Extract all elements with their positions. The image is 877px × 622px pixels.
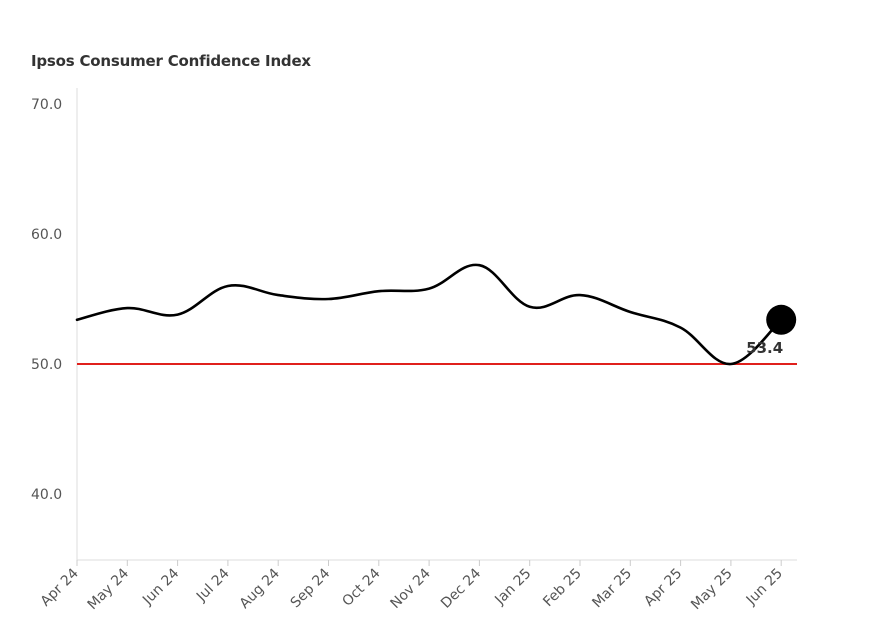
x-tick-label: May 25 xyxy=(688,566,736,614)
end-point-marker xyxy=(766,304,797,335)
x-tick-label: Jun 24 xyxy=(139,565,182,608)
data-point xyxy=(176,313,180,317)
x-tick-label: Apr 24 xyxy=(38,565,82,609)
data-point xyxy=(75,318,79,322)
data-point xyxy=(276,293,280,297)
x-tick-label: Jul 24 xyxy=(193,565,233,605)
data-point xyxy=(427,287,431,291)
x-tick-label: Mar 25 xyxy=(589,566,635,612)
x-tick-label: Sep 24 xyxy=(288,565,334,611)
data-point xyxy=(679,326,683,330)
data-point xyxy=(729,362,733,366)
x-tick-label: Jan 25 xyxy=(491,566,534,609)
data-point xyxy=(477,263,481,267)
data-point xyxy=(377,289,381,293)
data-point xyxy=(628,310,632,314)
data-point xyxy=(528,305,532,309)
y-tick-label: 50.0 xyxy=(31,357,62,373)
y-tick-label: 40.0 xyxy=(31,487,62,503)
x-tick-label: May 24 xyxy=(85,565,133,613)
data-point xyxy=(226,284,230,288)
data-point xyxy=(327,297,331,301)
end-value-label: 53.4 xyxy=(746,339,783,357)
data-point xyxy=(125,306,129,310)
x-tick-label: Jun 25 xyxy=(743,566,786,609)
x-tick-label: Oct 24 xyxy=(339,565,383,609)
y-tick-label: 70.0 xyxy=(31,97,62,113)
y-tick-label: 60.0 xyxy=(31,227,62,243)
x-tick-label: Dec 24 xyxy=(438,565,484,611)
data-point xyxy=(578,293,582,297)
x-tick-label: Nov 24 xyxy=(388,565,434,611)
series-line xyxy=(75,263,783,366)
x-tick-label: Apr 25 xyxy=(641,566,685,610)
x-tick-label: Aug 24 xyxy=(237,565,283,611)
chart-title: Ipsos Consumer Confidence Index xyxy=(31,52,311,70)
x-tick-label: Feb 25 xyxy=(540,566,585,611)
